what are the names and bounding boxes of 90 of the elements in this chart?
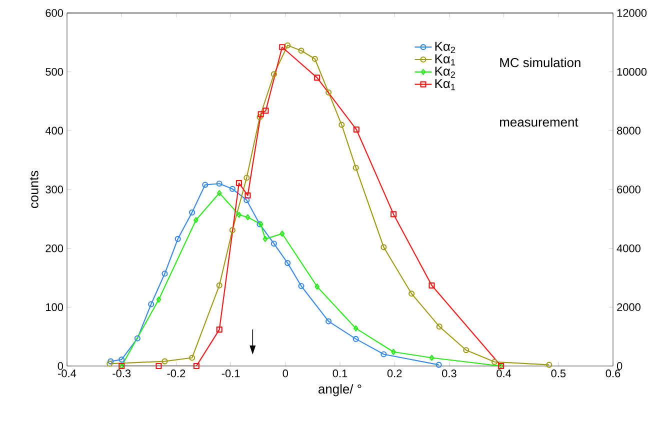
point: [156, 362, 162, 370]
x-tick-label: 0.4: [496, 370, 512, 378]
point: [244, 197, 250, 204]
y2-tick-label: 6000: [617, 186, 640, 194]
x-tick-label: 0.5: [551, 370, 566, 378]
point: [298, 282, 304, 290]
point: [352, 164, 359, 171]
x-tick-label: -0.3: [112, 370, 131, 378]
y-tick-label: 200: [46, 244, 64, 252]
point: [189, 354, 196, 361]
point: [216, 282, 222, 288]
point: [380, 351, 387, 358]
point: [491, 358, 498, 365]
point: [174, 236, 181, 242]
x-axis-title: angle/ °: [318, 384, 362, 396]
point: [216, 326, 222, 333]
y2-tick-label: 0: [616, 362, 622, 370]
x-tick-label: -0.2: [167, 370, 186, 378]
point: [162, 270, 168, 277]
point: [202, 182, 208, 188]
y-tick-label: 0: [58, 362, 64, 370]
point: [298, 48, 304, 54]
y2-tick-label: 12000: [617, 9, 647, 17]
point: [216, 190, 222, 196]
point: [326, 89, 332, 96]
point: [391, 348, 396, 355]
legend-label: Kα$_{1}$: [435, 79, 455, 90]
point: [326, 318, 332, 324]
x-tick-label: 0.2: [387, 370, 402, 378]
point: [279, 44, 286, 50]
point: [162, 358, 168, 364]
x-tick-label: 0.3: [442, 370, 456, 378]
x-tick-label: 0.6: [606, 370, 620, 378]
point: [258, 111, 264, 118]
y-tick-label: 100: [46, 303, 64, 312]
x-tick-label: 0.1: [332, 370, 348, 378]
point: [284, 42, 291, 48]
annotation: MC simulation: [500, 58, 580, 68]
point: [193, 217, 198, 224]
y-axis-title: counts: [30, 170, 38, 208]
point: [408, 290, 415, 297]
point: [148, 301, 154, 308]
point: [463, 347, 470, 354]
point: [280, 230, 285, 237]
y2-tick-label: 2000: [617, 303, 640, 312]
point: [338, 122, 345, 128]
y2-tick-label: 8000: [617, 126, 640, 135]
point: [262, 108, 269, 114]
point: [229, 227, 236, 234]
point: [216, 180, 222, 187]
point: [380, 244, 387, 250]
point: [428, 282, 435, 288]
point: [352, 336, 359, 342]
x-tick-label: -0.1: [222, 370, 240, 378]
point: [312, 56, 318, 62]
annotation: measurement: [500, 118, 578, 127]
x-tick-label: -0.4: [58, 370, 76, 378]
point: [193, 362, 200, 370]
point: [244, 192, 251, 198]
y2-tick-label: 10000: [617, 68, 647, 76]
point: [236, 180, 242, 186]
point: [284, 260, 291, 266]
point: [429, 354, 434, 361]
point: [134, 335, 140, 342]
point: [314, 284, 320, 290]
legend-label: Kα$_{2}$: [435, 66, 455, 78]
point: [353, 325, 358, 332]
y-tick-label: 400: [45, 126, 64, 135]
legend-label: Kα$_{2}$: [435, 42, 455, 54]
y-tick-label: 300: [46, 186, 64, 194]
point: [236, 212, 242, 218]
point: [245, 214, 250, 220]
point: [229, 186, 236, 192]
y2-tick-label: 4000: [616, 244, 640, 252]
x-tick-label: 0: [282, 370, 288, 378]
point: [436, 324, 442, 330]
point: [256, 114, 263, 120]
point: [390, 211, 397, 218]
point: [353, 126, 360, 133]
legend-label: Kα$_{1}$: [435, 54, 455, 66]
y-tick-label: 600: [46, 9, 64, 17]
point: [244, 174, 250, 181]
point: [270, 240, 277, 247]
y-tick-label: 500: [46, 68, 64, 76]
point: [118, 356, 125, 363]
point: [314, 74, 320, 81]
point: [270, 71, 277, 78]
point: [262, 236, 268, 242]
point: [189, 209, 196, 216]
point: [156, 296, 162, 303]
